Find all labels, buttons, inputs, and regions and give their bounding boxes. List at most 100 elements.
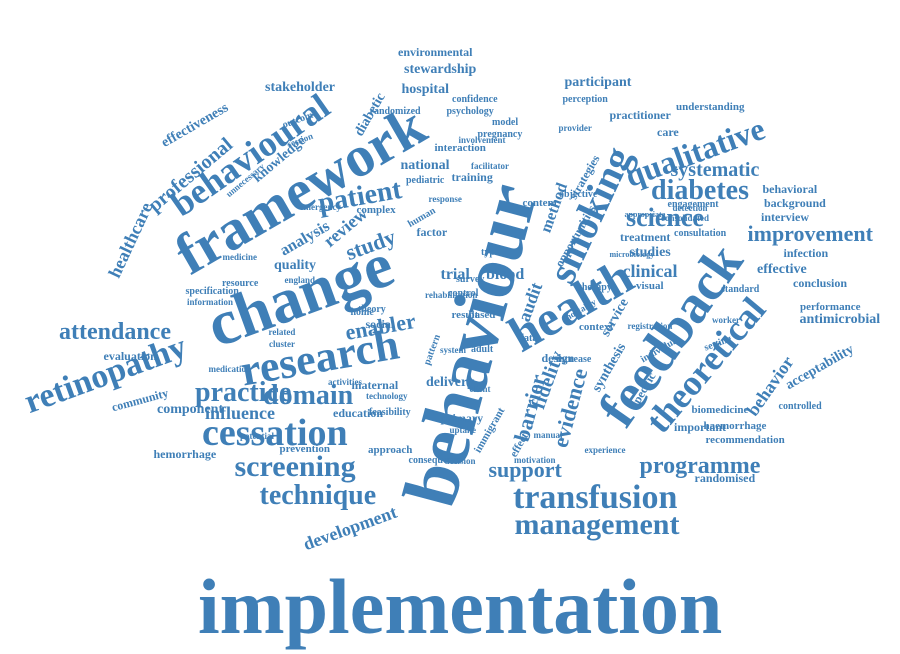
cloud-word: practice [195, 377, 292, 408]
cloud-word: technology [366, 390, 408, 401]
cloud-word: controlled [778, 401, 822, 412]
cloud-word: national [400, 158, 450, 173]
cloud-word: perception [562, 94, 608, 105]
cloud-word: training [451, 170, 493, 184]
cloud-word: domain [263, 380, 354, 411]
cloud-word: understanding [676, 100, 745, 113]
cloud-word: clinical [622, 261, 678, 281]
cloud-word: component [157, 402, 224, 417]
cloud-word: performance [800, 300, 861, 313]
cloud-word: home [350, 307, 374, 318]
cloud-word: cluster [269, 338, 295, 349]
cloud-word: visual [636, 279, 664, 292]
cloud-word: worker [712, 314, 740, 325]
cloud-word: programme [639, 453, 761, 479]
cloud-word: participant [564, 75, 632, 90]
cloud-word: social [365, 317, 395, 331]
cloud-word: medicine [222, 251, 258, 262]
cloud-word: influence [205, 403, 275, 423]
cloud-word: england [284, 274, 316, 285]
cloud-word: quality [274, 258, 317, 273]
cloud-word: manual [533, 429, 563, 440]
cloud-word: objective [559, 189, 598, 200]
cloud-word: implementation [198, 563, 723, 650]
cloud-word: pregnancy [477, 129, 523, 140]
cloud-word: systematic [670, 159, 760, 181]
cloud-word: specification [185, 286, 239, 297]
cloud-word: result [451, 308, 479, 321]
cloud-word: rehabilitation [425, 289, 478, 300]
cloud-word: important [674, 420, 726, 434]
cloud-word: related [268, 326, 296, 337]
cloud-word: improvement [747, 221, 873, 246]
cloud-word: transfusion [513, 479, 678, 516]
cloud-word: therapy [578, 282, 612, 293]
cloud-word: antimicrobial [799, 312, 881, 327]
cloud-word: client [469, 383, 491, 394]
cloud-word: technique [259, 480, 377, 511]
cloud-word: biomedicine [691, 403, 749, 416]
cloud-word: system [440, 344, 466, 355]
cloud-word: pediatric [406, 175, 445, 186]
cloud-word: information [187, 296, 233, 307]
cloud-word: education [333, 406, 384, 420]
cloud-word: complex [356, 203, 396, 216]
cloud-word: conclusion [793, 276, 848, 290]
cloud-word: approach [368, 443, 413, 456]
cloud-word: attendance [59, 319, 171, 345]
cloud-word: studies [629, 245, 671, 260]
cloud-word: treatment [620, 230, 671, 244]
cloud-word: adult [471, 344, 494, 355]
cloud-word: prevention [279, 442, 331, 455]
cloud-word: infection [783, 246, 829, 260]
cloud-word: response [428, 193, 462, 204]
cloud-word: factor [416, 225, 448, 239]
cloud-word: consultation [674, 228, 727, 239]
cloud-word: microbiology [609, 250, 655, 259]
cloud-word: randomised [694, 471, 756, 485]
cloud-word: theory [358, 304, 386, 315]
cloud-word: increase [556, 354, 592, 365]
cloud-word: haemorrhage [703, 419, 767, 432]
cloud-word: survey [456, 274, 485, 285]
cloud-word: consequence [408, 455, 462, 466]
cloud-word: diabetes [651, 175, 749, 206]
cloud-word: psychology [446, 106, 494, 117]
cloud-word: delivery [426, 375, 475, 390]
cloud-word: cessation [202, 412, 348, 454]
cloud-word: management [514, 508, 680, 541]
cloud-word: design [541, 351, 575, 365]
cloud-word: emergency [299, 201, 341, 212]
cloud-word: randomized [369, 106, 421, 117]
cloud-word: registration [627, 320, 673, 331]
cloud-word: consolidated [661, 212, 710, 223]
cloud-word: hospital [401, 82, 449, 97]
cloud-word: standard [721, 284, 760, 295]
cloud-word: environmental [398, 45, 473, 59]
cloud-word: interview [761, 210, 809, 224]
cloud-word: type [481, 247, 500, 258]
cloud-word: context [579, 320, 614, 333]
cloud-word: involvement [458, 134, 506, 145]
cloud-word: stakeholder [265, 80, 335, 95]
cloud-word: recommendation [705, 433, 785, 446]
cloud-word: background [764, 196, 826, 210]
cloud-word: decision [444, 455, 476, 466]
cloud-word: support [488, 457, 562, 482]
cloud-word: healthcare [103, 199, 156, 281]
cloud-word: care [657, 125, 679, 139]
cloud-word: provider [558, 122, 592, 133]
cloud-word: screening [234, 450, 356, 483]
cloud-word: blood [486, 266, 525, 283]
cloud-word: experience [584, 444, 626, 455]
cloud-word: maternal [351, 378, 399, 392]
cloud-word: behavioral [762, 182, 818, 196]
cloud-word: potential [240, 430, 275, 441]
cloud-word: uptake [449, 424, 477, 435]
cloud-word: appropriate [624, 210, 666, 219]
cloud-word: medication [208, 363, 252, 374]
cloud-word: engagement [667, 199, 719, 210]
cloud-word: feasibility [369, 407, 411, 418]
cloud-word: science [626, 203, 704, 232]
